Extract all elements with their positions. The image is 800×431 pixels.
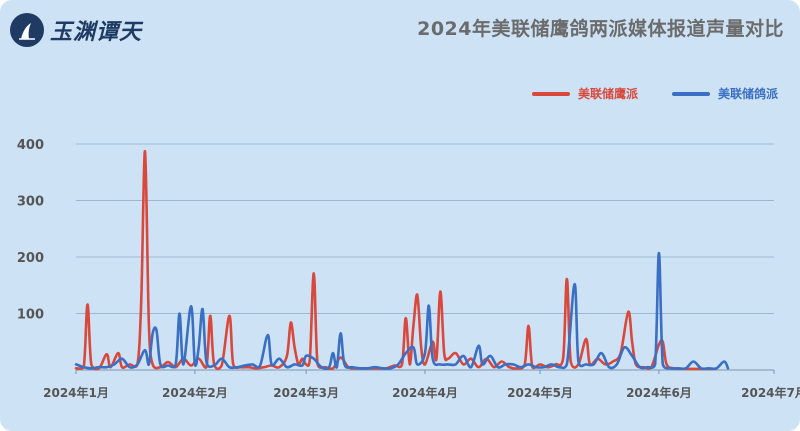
- logo-figure-icon: [19, 23, 35, 40]
- y-tick-label: 300: [17, 195, 44, 210]
- series-line-hawk: [74, 149, 714, 371]
- legend: 美联储鹰派 美联储鸽派: [498, 85, 778, 102]
- series-line-dove: [74, 251, 730, 371]
- legend-item-dove: 美联储鸽派: [671, 85, 778, 102]
- legend-item-hawk: 美联储鹰派: [531, 85, 638, 102]
- series-layer: [74, 149, 730, 371]
- legend-label-hawk: 美联储鹰派: [577, 87, 638, 101]
- logo-emblem-icon: [10, 13, 44, 47]
- legend-swatch-hawk: [531, 91, 570, 96]
- legend-swatch-dove: [671, 91, 710, 96]
- tick-layer: 100 200 300 400 2024年1月 2024年2月 2024年3月 2024年4月…: [17, 138, 800, 400]
- header: 玉渊谭天 2024年美联储鹰鸽两派媒体报道声量对比: [0, 0, 800, 62]
- x-tick-label: 2024年1月: [43, 385, 109, 400]
- logo-text: 玉渊谭天: [50, 19, 143, 45]
- y-tick-label: 200: [17, 251, 44, 266]
- legend-label-dove: 美联储鸽派: [717, 87, 778, 101]
- x-tick-label: 2024年5月: [507, 385, 573, 400]
- y-tick-label: 400: [17, 138, 44, 153]
- x-tick-label: 2024年2月: [162, 385, 228, 400]
- x-tick-label: 2024年4月: [392, 385, 458, 400]
- logo: 玉渊谭天: [10, 10, 142, 50]
- chart-title: 2024年美联储鹰鸽两派媒体报道声量对比: [417, 18, 784, 40]
- x-tick-label: 2024年7月: [741, 385, 800, 400]
- x-tick-label: 2024年3月: [273, 385, 339, 400]
- x-tick-label: 2024年6月: [626, 385, 692, 400]
- y-tick-label: 100: [17, 308, 44, 323]
